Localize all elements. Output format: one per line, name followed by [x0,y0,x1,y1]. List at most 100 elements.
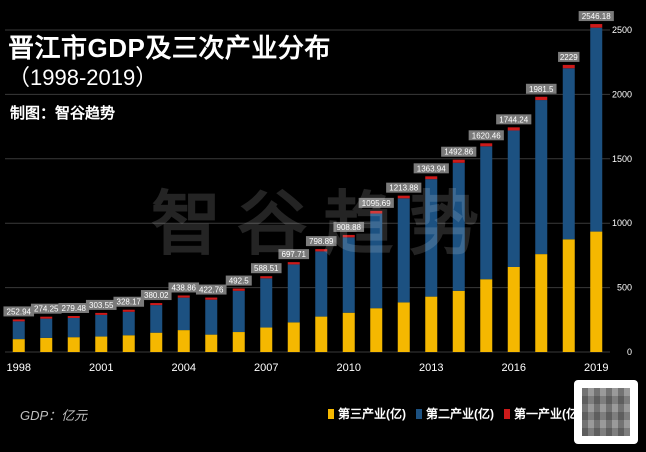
total-label-bg-2003 [140,290,172,301]
bar-tertiary-1999 [40,337,53,352]
total-label-bg-2008 [278,249,310,260]
total-label-bg-2006 [225,275,252,286]
x-tick-label-2007: 2007 [254,362,278,374]
total-label-bg-2001 [85,299,117,310]
total-label-2009: 798.89 [309,237,334,246]
bar-tertiary-2007 [260,327,273,352]
total-label-bg-2015 [468,130,504,141]
x-tick-label-2019: 2019 [584,362,608,374]
bar-secondary-2012 [397,198,410,303]
bar-secondary-2016 [507,130,520,267]
bar-secondary-2013 [425,179,438,297]
bar-secondary-2009 [315,251,328,317]
bar-tertiary-2019 [590,231,603,352]
total-label-2013: 1363.94 [417,164,446,173]
total-label-1999: 274.25 [34,305,59,314]
bar-primary-2014 [452,159,465,163]
bar-secondary-2018 [562,68,575,240]
bar-secondary-2004 [177,297,190,331]
bar-primary-2002 [122,309,135,312]
total-label-2004: 438.86 [172,283,197,292]
y-tick-label-4: 2000 [612,89,632,99]
bar-tertiary-2003 [150,332,163,352]
total-label-2019: 2546.18 [582,12,611,21]
bar-secondary-1999 [40,318,53,338]
total-label-bg-2014 [441,146,477,157]
bar-primary-2015 [480,143,493,147]
total-label-bg-2002 [113,296,145,307]
bar-primary-2019 [590,24,603,28]
total-label-bg-2017 [525,83,557,94]
bar-primary-2013 [425,176,438,180]
bar-secondary-1998 [12,321,25,340]
bar-primary-2010 [342,234,355,238]
bar-secondary-2011 [370,213,383,309]
bar-primary-2001 [95,312,108,315]
bar-secondary-2005 [205,299,218,335]
total-label-bg-2011 [358,197,394,208]
total-label-2006: 492.5 [229,277,250,286]
bar-primary-1998 [12,319,25,322]
bar-tertiary-2016 [507,266,520,352]
bar-secondary-2006 [232,290,245,333]
bar-primary-2005 [205,297,218,300]
total-label-2015: 1620.46 [472,131,501,140]
y-tick-label-3: 1500 [612,154,632,164]
total-label-bg-2010 [333,221,365,232]
legend: 第三产业(亿) 第二产业(亿) 第一产业(亿) [328,405,582,422]
total-label-bg-1999 [30,303,62,314]
bar-secondary-2014 [452,162,465,291]
total-label-2000: 279.48 [62,304,87,313]
bar-secondary-2010 [342,237,355,313]
bar-tertiary-2011 [370,308,383,352]
total-label-2016: 1744.24 [499,115,528,124]
total-label-bg-2009 [305,236,337,247]
legend-label-primary: 第一产业(亿) [514,407,582,421]
bar-tertiary-2001 [95,336,108,352]
legend-swatch-tertiary [328,408,334,419]
legend-swatch-primary [504,408,510,419]
bar-primary-2012 [397,195,410,199]
total-label-bg-2005 [195,284,227,295]
bar-secondary-2019 [590,27,603,232]
total-label-2018: 2229 [560,53,578,62]
bar-tertiary-2015 [480,279,493,352]
bar-tertiary-2014 [452,290,465,352]
total-label-bg-2000 [58,303,90,314]
legend-item-primary: 第一产业(亿) [504,405,582,422]
chart-title: 晋江市GDP及三次产业分布 [8,33,331,63]
total-label-2007: 588.51 [254,264,279,273]
maker-credit: 制图：智谷趋势 [10,105,116,122]
chart-subtitle: （1998-2019） [8,65,158,90]
bar-secondary-2003 [150,305,163,333]
bar-secondary-2007 [260,278,273,328]
total-label-2011: 1095.69 [362,199,391,208]
x-tick-label-1998: 1998 [7,362,31,374]
bar-primary-2007 [260,276,273,279]
bar-primary-1999 [40,316,53,319]
bar-tertiary-2000 [67,337,80,352]
bar-tertiary-2009 [315,316,328,352]
bar-primary-2011 [370,210,383,214]
legend-swatch-secondary [416,408,422,419]
total-label-2017: 1981.5 [529,85,554,94]
bar-primary-2009 [315,249,328,252]
bar-tertiary-2008 [287,322,300,352]
qr-code-image [574,380,638,444]
bar-primary-2003 [150,303,163,306]
bar-primary-2016 [507,127,520,131]
total-label-bg-2019 [578,11,614,22]
bar-primary-2004 [177,295,190,298]
watermark: 智谷趋势 [151,185,495,263]
bar-secondary-2002 [122,311,135,336]
bar-tertiary-2005 [205,334,218,352]
qr-code-pattern [582,388,630,436]
bar-tertiary-2018 [562,239,575,352]
total-label-bg-2012 [386,182,422,193]
legend-label-secondary: 第二产业(亿) [426,407,494,421]
bar-secondary-2008 [287,264,300,323]
y-tick-label-0: 0 [627,347,632,357]
total-label-bg-1998 [3,306,35,317]
bar-secondary-2001 [95,314,108,337]
